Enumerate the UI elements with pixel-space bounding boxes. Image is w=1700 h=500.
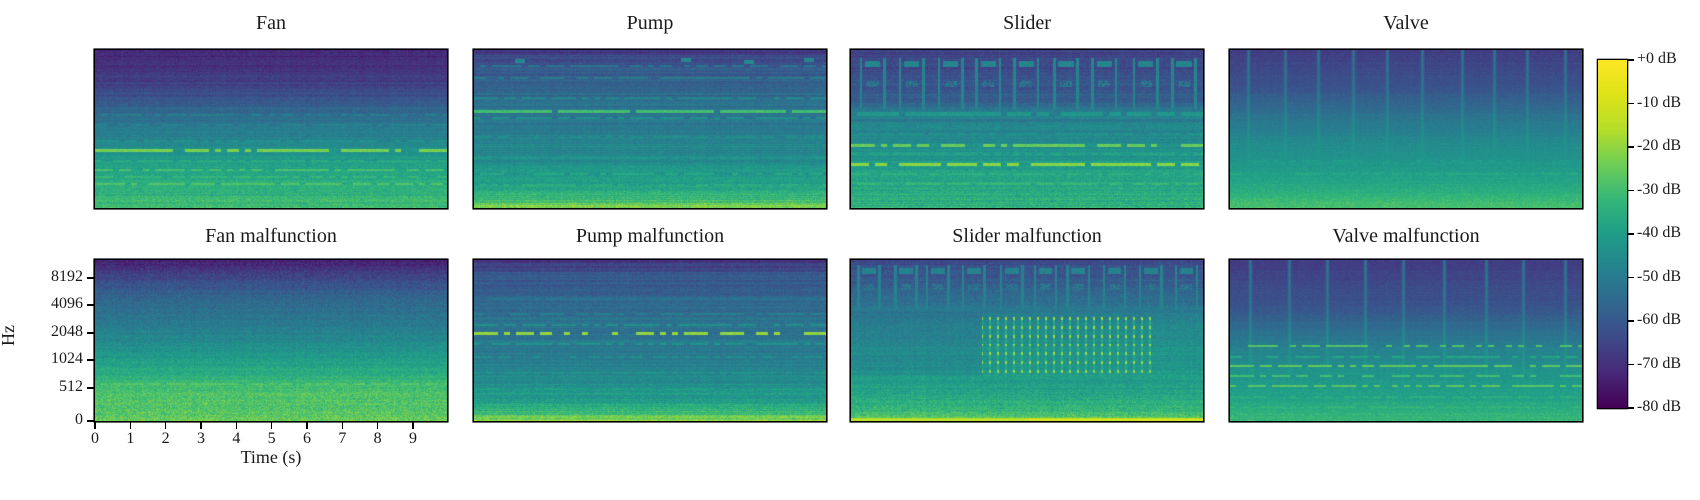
panel-title-pump-malfunction: Pump malfunction (575, 225, 725, 247)
x-tick-mark (412, 422, 414, 429)
y-tick-label: 8192 (51, 268, 83, 286)
colorbar-tick-label: -10 dB (1637, 93, 1681, 111)
y-tick-mark (87, 387, 94, 389)
spectrogram-slider (851, 50, 1203, 208)
panel-title-valve-malfunction: Valve malfunction (1332, 225, 1480, 247)
colorbar-tick-mark (1628, 59, 1634, 61)
x-tick-mark (235, 422, 238, 429)
x-tick-label: 8 (373, 430, 382, 447)
colorbar-tick-label: -70 dB (1637, 354, 1681, 372)
x-tick-mark (376, 422, 379, 429)
panel-title-valve: Valve (1383, 12, 1429, 34)
y-tick-mark (87, 277, 94, 279)
colorbar-tick-label: -60 dB (1637, 311, 1681, 328)
x-tick-label: 4 (232, 430, 241, 447)
colorbar-tick-label: +0 dB (1637, 50, 1677, 67)
colorbar-tick-label: -80 dB (1637, 398, 1681, 415)
colorbar-tick-label: -20 dB (1637, 137, 1681, 154)
y-tick-mark (87, 420, 94, 422)
y-tick-label: 2048 (51, 322, 83, 340)
x-tick-label: 2 (161, 430, 170, 447)
spectrogram-valve-malfunction (1230, 260, 1582, 421)
panel-title-slider-malfunction: Slider malfunction (952, 225, 1102, 247)
y-tick-mark (87, 359, 94, 361)
colorbar-tick-mark (1628, 320, 1634, 322)
spectrogram-pump-malfunction (474, 260, 826, 421)
colorbar-tick-mark (1628, 146, 1634, 148)
x-tick-mark (164, 422, 167, 429)
colorbar-tick-mark (1628, 189, 1634, 192)
x-axis-label: Time (s) (240, 447, 302, 467)
colorbar-tick-label: -30 dB (1637, 180, 1681, 198)
y-tick-mark (87, 332, 94, 334)
y-tick-label: 4096 (51, 295, 83, 313)
x-tick-mark (306, 422, 308, 429)
x-tick-mark (270, 422, 273, 429)
y-tick-label: 0 (75, 411, 83, 428)
panel-title-slider: Slider (1003, 12, 1051, 34)
colorbar-tick-label: -50 dB (1637, 267, 1681, 285)
spectrogram-slider-malfunction (851, 260, 1203, 421)
y-tick-label: 1024 (51, 349, 83, 367)
x-tick-label: 1 (126, 430, 135, 447)
x-tick-label: 7 (338, 430, 347, 447)
colorbar (1598, 60, 1627, 408)
panel-title-fan: Fan (256, 12, 286, 34)
colorbar-tick-mark (1628, 102, 1634, 105)
colorbar-tick-mark (1628, 233, 1634, 235)
colorbar-tick-mark (1628, 363, 1634, 366)
spectrogram-valve (1230, 50, 1582, 208)
x-tick-label: 9 (408, 430, 417, 447)
y-tick-label: 512 (59, 377, 83, 395)
x-tick-label: 6 (303, 430, 311, 447)
x-tick-label: 3 (196, 430, 205, 447)
colorbar-tick-mark (1628, 407, 1634, 409)
colorbar-tick-mark (1628, 276, 1634, 279)
y-axis-label: Hz (0, 325, 18, 346)
colorbar-tick-label: -40 dB (1637, 224, 1681, 241)
x-tick-mark (129, 422, 132, 429)
x-tick-mark (341, 422, 344, 429)
x-tick-mark (94, 422, 96, 429)
x-tick-mark (200, 422, 202, 429)
spectrogram-fan (95, 50, 447, 208)
panel-title-pump: Pump (626, 12, 674, 34)
spectrogram-fan-malfunction (95, 260, 447, 421)
x-tick-label: 5 (267, 430, 276, 447)
spectrogram-pump (474, 50, 826, 208)
y-tick-mark (87, 304, 94, 306)
x-tick-label: 0 (91, 430, 99, 447)
panel-title-fan-malfunction: Fan malfunction (205, 225, 337, 247)
